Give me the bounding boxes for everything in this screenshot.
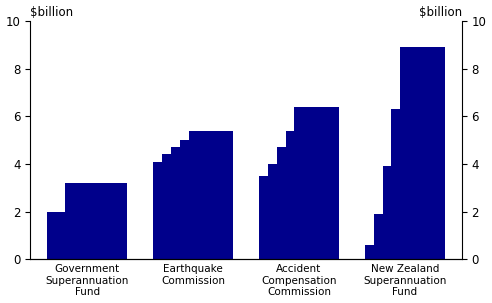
Bar	[268, 164, 312, 259]
Bar	[277, 147, 321, 259]
Bar	[162, 155, 206, 259]
Bar	[47, 212, 92, 259]
Bar	[295, 107, 339, 259]
Bar	[74, 183, 118, 259]
Bar	[83, 183, 127, 259]
Bar	[171, 147, 215, 259]
Bar	[383, 166, 427, 259]
Bar	[188, 131, 233, 259]
Bar	[400, 47, 445, 259]
Bar	[56, 212, 100, 259]
Bar	[392, 109, 436, 259]
Bar	[180, 140, 224, 259]
Bar	[259, 176, 304, 259]
Bar	[365, 245, 409, 259]
Text: $billion: $billion	[419, 5, 462, 18]
Text: $billion: $billion	[30, 5, 73, 18]
Bar	[286, 131, 330, 259]
Bar	[65, 183, 109, 259]
Bar	[374, 214, 418, 259]
Bar	[153, 161, 197, 259]
